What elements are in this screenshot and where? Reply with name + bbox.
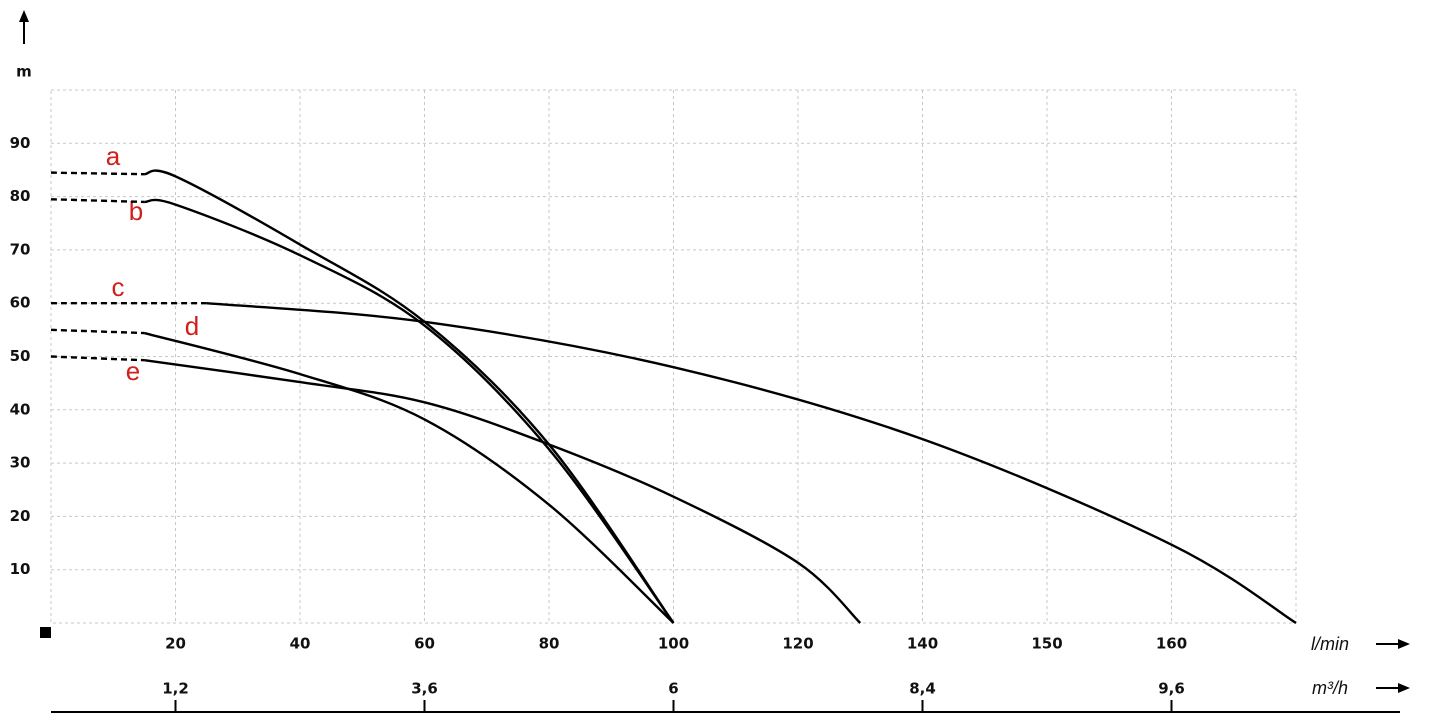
curve bbox=[144, 169, 675, 624]
x-tick-label: 100 bbox=[658, 635, 689, 653]
x-arrow-head bbox=[1398, 639, 1410, 649]
curve-dashed bbox=[50, 328, 145, 335]
x2-tick-label: 6 bbox=[668, 680, 678, 698]
y-tick-label: 10 bbox=[10, 560, 31, 578]
y-arrow-head bbox=[19, 10, 29, 22]
y-tick-label: 40 bbox=[10, 400, 31, 418]
y-tick-label: 50 bbox=[10, 347, 31, 365]
origin-marker bbox=[40, 627, 51, 638]
series-label: e bbox=[126, 356, 140, 386]
series-label: a bbox=[106, 141, 121, 171]
x-tick-label: 150 bbox=[1031, 635, 1062, 653]
curve bbox=[144, 359, 862, 624]
x-tick-label: 140 bbox=[907, 635, 938, 653]
x2-tick-label: 9,6 bbox=[1158, 680, 1185, 698]
curve bbox=[144, 198, 675, 624]
x2-axis-label: m³/h bbox=[1312, 678, 1348, 698]
x2-arrow-head bbox=[1398, 683, 1410, 693]
x-axis-label: l/min bbox=[1311, 634, 1349, 654]
series-label: d bbox=[185, 311, 199, 341]
x-tick-label: 120 bbox=[782, 635, 813, 653]
x-tick-label: 160 bbox=[1156, 635, 1187, 653]
curve bbox=[144, 331, 675, 624]
x-tick-label: 60 bbox=[414, 635, 435, 653]
series-label: b bbox=[129, 196, 143, 226]
y-tick-label: 80 bbox=[10, 187, 31, 205]
x-tick-label: 20 bbox=[165, 635, 186, 653]
curve-dashed bbox=[50, 171, 145, 176]
x2-tick-label: 1,2 bbox=[162, 680, 189, 698]
y-tick-label: 30 bbox=[10, 454, 31, 472]
y-tick-label: 70 bbox=[10, 240, 31, 258]
x2-tick-label: 8,4 bbox=[909, 680, 936, 698]
y-tick-label: 20 bbox=[10, 507, 31, 525]
curve bbox=[206, 302, 1297, 625]
series-label: c bbox=[112, 272, 125, 302]
y-tick-label: 60 bbox=[10, 294, 31, 312]
x-tick-label: 40 bbox=[290, 635, 311, 653]
x2-tick-label: 3,6 bbox=[411, 680, 438, 698]
x-tick-label: 80 bbox=[539, 635, 560, 653]
y-tick-label: 90 bbox=[10, 134, 31, 152]
y-axis-label: m bbox=[16, 63, 32, 81]
